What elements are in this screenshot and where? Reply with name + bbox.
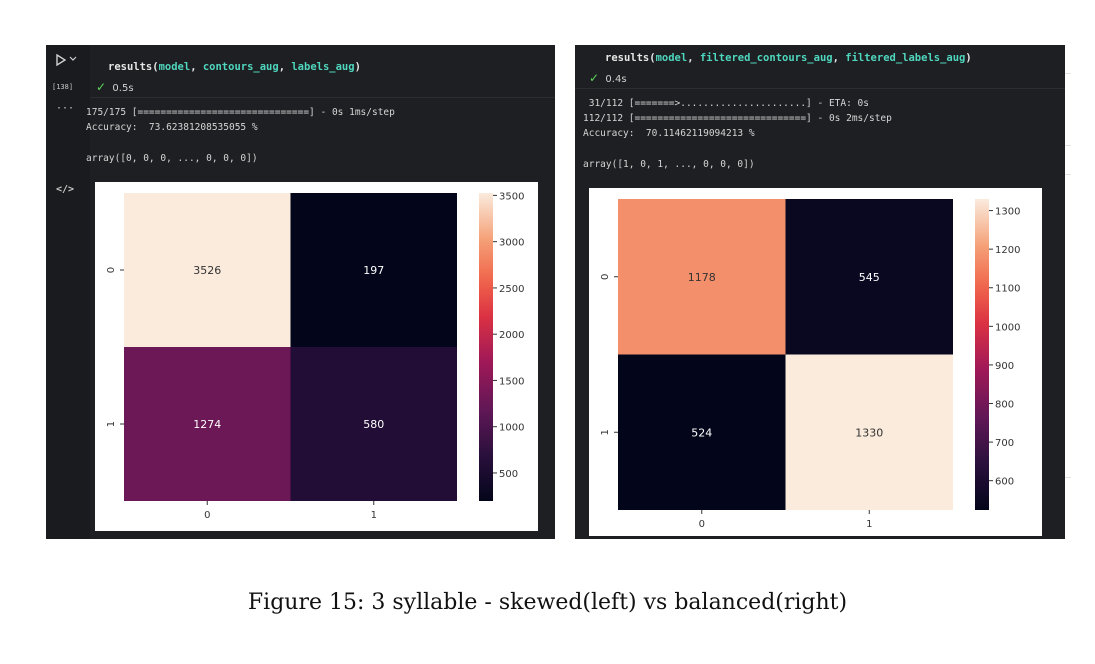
colorbar-tick-label: 500 (499, 469, 518, 480)
exec-time: 0.4s (605, 74, 627, 85)
output-accuracy: Accuracy: 70.11462119094213 % (583, 128, 755, 139)
divider (90, 97, 555, 98)
x-tick-label: 0 (204, 510, 210, 521)
cell-value-label: 197 (363, 264, 384, 277)
right-notebook-panel: results(model, filtered_contours_aug, fi… (575, 45, 1065, 539)
heatmap-cell (618, 199, 786, 355)
output-accuracy: Accuracy: 73.62381208535055 % (86, 122, 258, 133)
output-progress-eta: 31/112 [=======>......................] … (583, 98, 869, 109)
colorbar-tick-label: 600 (995, 477, 1014, 488)
check-icon: ✓ (589, 71, 600, 85)
cell-value-label: 1178 (688, 271, 716, 284)
execution-count: [138] (52, 83, 74, 91)
y-tick-label: 1 (600, 429, 611, 435)
cell-status: ✓ 0.4s (589, 71, 627, 85)
x-tick-label: 1 (866, 519, 872, 530)
colorbar (479, 193, 493, 501)
divider (1065, 145, 1071, 146)
colorbar (975, 199, 989, 510)
heatmap-cell (785, 354, 953, 510)
colorbar-tick-label: 1300 (995, 207, 1020, 218)
heatmap-left: 3526 197 1274 580 0 1 0 1 500 1000 1500 2000 2500 300… (95, 182, 538, 531)
heatmap-cell (785, 199, 953, 355)
heatmap-cell (290, 347, 457, 501)
code-icon[interactable]: </> (56, 184, 75, 195)
cell-gutter (46, 45, 90, 539)
colorbar-tick-label: 800 (995, 400, 1014, 411)
chevron-down-icon[interactable] (69, 56, 77, 62)
divider (1065, 174, 1071, 175)
colorbar-tick-label: 900 (995, 361, 1014, 372)
cell-value-label: 3526 (193, 264, 221, 277)
figure-caption: Figure 15: 3 syllable - skewed(left) vs … (247, 590, 848, 615)
colorbar-tick-label: 3000 (499, 238, 524, 249)
cell-value-label: 580 (363, 418, 384, 431)
x-tick-label: 1 (371, 510, 377, 521)
colorbar-tick-label: 1100 (995, 284, 1020, 295)
y-tick-label: 1 (106, 421, 117, 427)
play-icon[interactable] (55, 54, 67, 66)
colorbar-tick-label: 1500 (499, 376, 524, 387)
divider (1065, 73, 1071, 74)
check-icon: ✓ (96, 80, 107, 94)
x-tick-label: 0 (699, 519, 705, 530)
y-tick-label: 0 (600, 274, 611, 280)
output-array: array([1, 0, 1, ..., 0, 0, 0]) (583, 159, 755, 170)
cell-status: ✓ 0.5s (96, 80, 134, 94)
y-tick-label: 0 (106, 267, 117, 273)
cell-value-label: 1274 (193, 418, 221, 431)
heatmap-cell (618, 354, 786, 510)
cell-value-label: 1330 (855, 426, 883, 439)
code-line[interactable]: results(model, filtered_contours_aug, fi… (605, 52, 972, 64)
heatmap-cell (290, 193, 457, 347)
cell-value-label: 524 (691, 426, 712, 439)
output-progress: 175/175 [==============================]… (86, 107, 395, 118)
heatmap-cell (124, 347, 291, 501)
heatmap-right: 1178 545 524 1330 0 1 0 1 600 700 800 900 1000 1100 12… (589, 188, 1042, 536)
cell-value-label: 545 (859, 271, 880, 284)
divider (575, 88, 1065, 89)
colorbar-tick-label: 1200 (995, 245, 1020, 256)
colorbar-tick-label: 2000 (499, 330, 524, 341)
output-ellipsis[interactable]: ··· (56, 103, 75, 114)
colorbar-tick-label: 700 (995, 438, 1014, 449)
output-progress: 112/112 [==============================]… (583, 113, 892, 124)
colorbar-tick-label: 3500 (499, 191, 524, 202)
code-line[interactable]: results(model, contours_aug, labels_aug) (108, 61, 361, 73)
colorbar-tick-label: 1000 (499, 423, 524, 434)
heatmap-cell (124, 193, 291, 347)
colorbar-tick-label: 1000 (995, 322, 1020, 333)
output-array: array([0, 0, 0, ..., 0, 0, 0]) (86, 153, 258, 164)
exec-time: 0.5s (112, 83, 134, 94)
left-notebook-panel: [138] ··· </> results(model, contours_au… (46, 45, 555, 539)
colorbar-tick-label: 2500 (499, 284, 524, 295)
divider (1065, 477, 1071, 478)
